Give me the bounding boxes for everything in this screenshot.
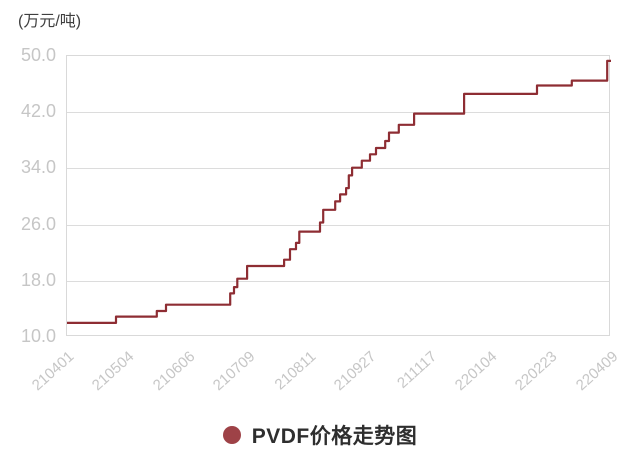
gridline bbox=[67, 224, 609, 226]
x-tick-label: 210811 bbox=[271, 348, 320, 394]
gridline bbox=[67, 280, 609, 282]
y-axis-unit-label: (万元/吨) bbox=[18, 13, 82, 30]
legend-series-label: PVDF价格走势图 bbox=[251, 425, 418, 448]
x-tick-label: 210606 bbox=[149, 348, 199, 395]
x-tick-label: 211117 bbox=[393, 348, 441, 392]
gridline bbox=[67, 112, 609, 114]
y-tick-label: 26.0 bbox=[20, 213, 56, 234]
x-tick-label: 210927 bbox=[331, 348, 380, 395]
x-tick-label: 210401 bbox=[28, 348, 78, 395]
gridline bbox=[67, 168, 609, 170]
x-tick-label: 210709 bbox=[210, 348, 259, 395]
x-tick-label: 220409 bbox=[572, 348, 622, 395]
legend: PVDF价格走势图 bbox=[0, 421, 640, 449]
legend-dot-icon bbox=[222, 426, 241, 444]
x-tick-label: 220223 bbox=[512, 348, 561, 395]
plot-area bbox=[66, 55, 611, 336]
price-step-line bbox=[67, 59, 611, 324]
y-tick-label: 10.0 bbox=[20, 326, 56, 346]
y-tick-label: 18.0 bbox=[20, 269, 56, 290]
price-line-path bbox=[67, 59, 611, 324]
y-tick-label: 34.0 bbox=[20, 157, 56, 178]
y-tick-label: 50.0 bbox=[20, 45, 56, 65]
x-tick-label: 220104 bbox=[451, 348, 501, 395]
x-tick-label: 210504 bbox=[89, 348, 138, 395]
y-tick-label: 42.0 bbox=[20, 101, 56, 122]
